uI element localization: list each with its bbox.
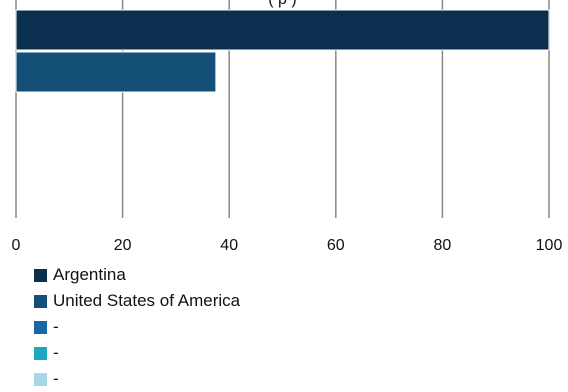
legend-item-1: United States of America: [34, 288, 240, 314]
bar-chart: ( p ) 0 20 40 60 80 100: [12, 0, 563, 254]
legend-swatch-3: [34, 346, 47, 360]
legend-swatch-1: [34, 294, 47, 308]
x-tick-label-60: 60: [327, 237, 345, 254]
x-tick-label-80: 80: [434, 237, 452, 254]
legend-item-4: -: [34, 366, 240, 392]
legend-swatch-4: [34, 372, 47, 386]
x-tick-label-20: 20: [114, 237, 132, 254]
legend-swatch-2: [34, 320, 47, 334]
chart-legend: Argentina United States of America - - -: [34, 262, 240, 392]
chart-title-fragment: ( p ): [268, 0, 296, 8]
bar-1: [15, 51, 217, 93]
legend-item-0: Argentina: [34, 262, 240, 288]
legend-label-0: Argentina: [53, 265, 126, 284]
legend-swatch-0: [34, 268, 47, 282]
legend-label-4: -: [53, 369, 59, 388]
legend-item-3: -: [34, 340, 240, 366]
x-tick-label-40: 40: [220, 237, 238, 254]
legend-item-2: -: [34, 314, 240, 340]
x-tick-label-0: 0: [12, 237, 21, 254]
bar-0: [15, 9, 550, 51]
legend-label-2: -: [53, 317, 59, 336]
x-tick-label-100: 100: [536, 237, 563, 254]
chart-canvas: ( p ) 0 20 40 60 80 100: [12, 0, 563, 254]
legend-label-3: -: [53, 343, 59, 362]
legend-label-1: United States of America: [53, 291, 241, 310]
